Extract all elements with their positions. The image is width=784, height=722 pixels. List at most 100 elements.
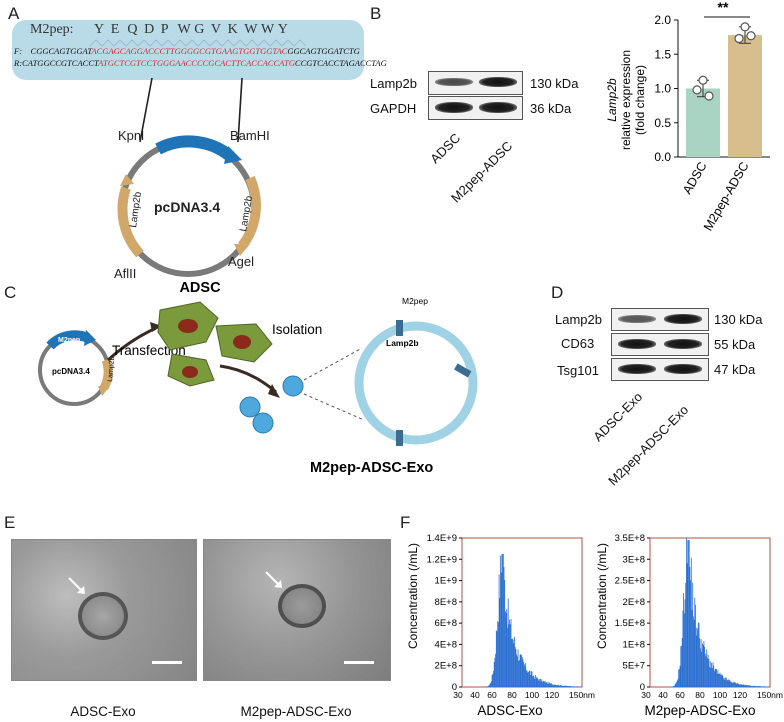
histogram-bar [731,682,733,687]
histogram-bar [492,673,494,687]
histogram-bar [742,684,743,687]
histogram-bar [679,665,681,687]
histogram-bar [674,684,676,687]
histogram-bar [751,686,752,687]
histogram-bar [707,658,708,687]
histogram-bar [681,638,683,687]
histogram-bar [676,680,678,687]
histogram-bar [756,686,757,687]
histogram-bar [737,682,738,687]
histogram-bar [763,686,765,687]
blot-b-lamp2b [428,71,523,95]
histogram-bar [690,580,691,687]
x-tick-label: 40 [658,690,668,700]
y-tick-label: 1.0 [654,82,671,96]
histogram-bar [711,668,713,687]
histogram-bar [514,636,515,687]
histogram-bar [555,685,557,687]
histogram-bar [553,684,555,687]
histogram-bar [502,553,504,687]
histogram-bar [505,611,506,687]
histogram-bar [677,678,679,687]
lamp2b-left-label: Lamp2b [128,191,144,229]
afliii-site: AflII [114,266,136,281]
histogram-bar [547,682,549,687]
exosome-schematic: M2pep pcDNA3.4 Lamp2b Transfection ADSC … [38,280,478,476]
panel-f-label: F [400,513,411,532]
histogram-bar [721,674,723,687]
histogram-bar [702,643,703,687]
histogram-bar [680,646,682,687]
histogram-bar [723,677,724,687]
histogram-bar [523,661,524,687]
histogram-bar [730,681,731,687]
m2pep-adsc-exo-label: M2pep-ADSC-Exo [310,460,433,476]
histogram-bar [565,685,566,687]
histogram-bar [488,684,490,687]
histogram-bar [678,669,680,687]
histogram-bar [744,684,746,687]
histogram-bar [493,661,495,687]
histogram-bar [736,684,738,687]
histogram-bar [760,686,761,687]
blot-d-row3-size: 47 kDa [714,362,756,377]
histogram-bar [512,638,513,687]
y-tick-label: 1.5E+8 [615,618,645,629]
histogram-bar [557,685,559,687]
nta-histograms: Concentration (/mL) Concentration (/mL) … [406,533,783,718]
histogram-bar [507,598,509,687]
peptide-residue: W [244,22,258,37]
peptide-residue: K [227,22,238,37]
x-tick-label: 150nm [757,690,783,700]
histogram-bar [526,670,528,687]
f2-caption: M2pep-ADSC-Exo [644,703,755,718]
histogram-bar [698,623,700,687]
histogram-bar [509,624,511,687]
histogram-bar [742,684,744,687]
blot-d-row2-size: 55 kDa [714,337,756,352]
y-tick-label: 1.4E+9 [427,533,457,544]
histogram-bar [732,682,733,687]
blot-d-row2-label: CD63 [561,336,595,351]
histogram-bar [550,683,552,687]
y-tick-label: 1.5 [654,47,671,61]
histogram-bar [495,653,496,687]
blot-d-row1-label: Lamp2b [555,312,602,327]
histogram-bar [720,674,722,687]
histogram-bar [532,676,534,687]
isolation-label: Isolation [272,322,322,337]
peptide-label: M2pep: [30,22,74,37]
histogram-bar [756,686,758,687]
histogram-bar [688,540,689,687]
histogram-bar [727,680,729,687]
histogram-bar [707,654,709,687]
histogram-bar [749,685,750,687]
histogram-bar [527,672,529,687]
histogram-bar [497,621,499,687]
kpnl-site: Kpnl [118,128,144,143]
agel-site: Agel [228,254,254,269]
histogram-bar [702,644,704,687]
histogram-bar [713,665,715,687]
blot-d-tsg101 [611,358,709,381]
ylabel-gene: Lamp2b [605,78,619,122]
exosome-spheres [239,375,304,434]
histogram-bar [576,686,578,687]
histogram-bar [524,666,526,687]
histogram-bar [711,662,712,687]
histogram-bar [572,686,574,687]
peptide-residue: D [144,22,155,37]
y-tick-label: 0.5 [654,116,671,130]
histogram-bar [718,673,719,687]
histogram-bar [750,685,752,687]
histogram-bar [535,675,536,687]
x-tick-label: 80 [507,690,517,700]
histogram-bar [502,553,503,687]
x-tick-label: 40 [470,690,480,700]
histogram-bar [570,686,571,687]
blot-b-row1-size: 130 kDa [530,76,579,91]
histogram-bar [542,682,543,687]
histogram-bar [726,680,728,687]
histogram-bar [753,685,755,687]
data-point [734,33,744,44]
